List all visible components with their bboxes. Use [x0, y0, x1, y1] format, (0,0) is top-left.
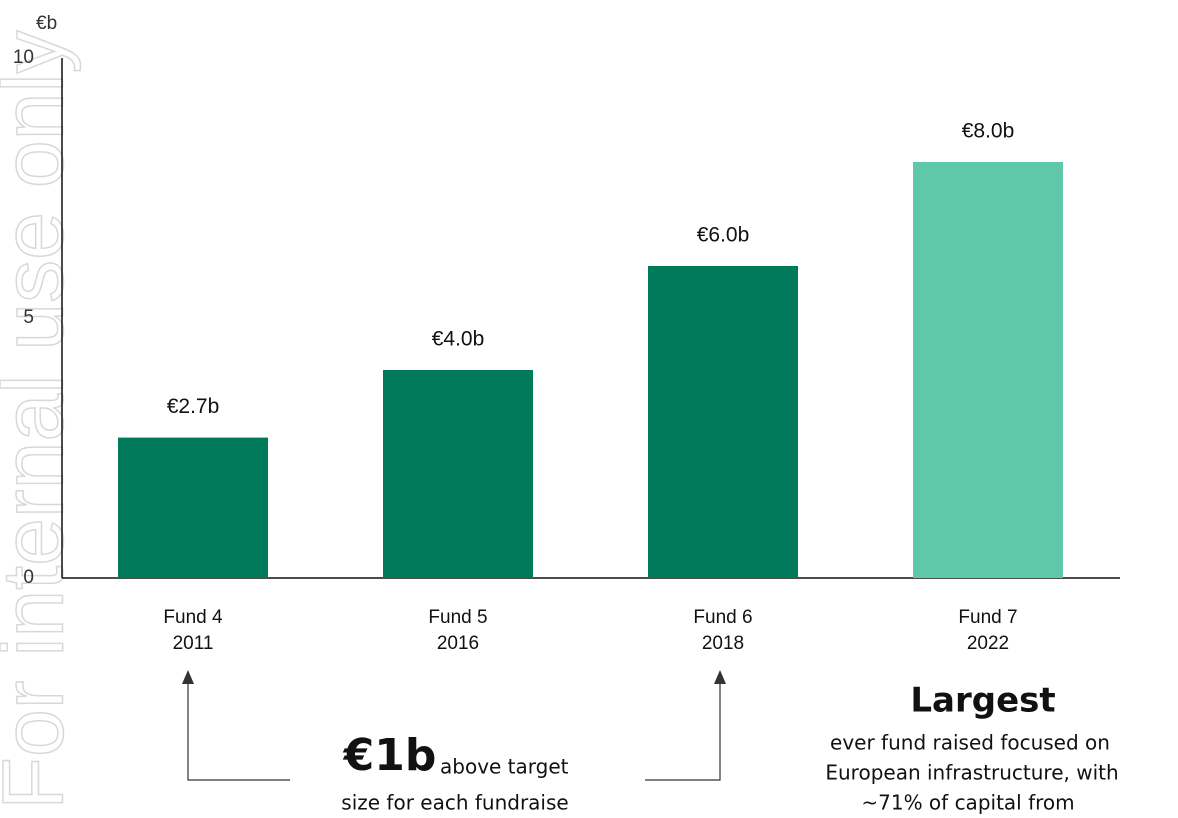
arrow [645, 682, 721, 781]
watermark: For internal use only [0, 30, 82, 809]
y-tick-label: 5 [23, 307, 34, 328]
value-label: €4.0b [432, 328, 485, 351]
value-label: €6.0b [697, 224, 750, 247]
value-label: €8.0b [962, 120, 1015, 143]
annotation-text: ~71% of capital from [861, 791, 1074, 815]
x-tick-label: 2011 [173, 633, 214, 654]
x-tick-label: Fund 5 [428, 607, 487, 628]
bar [383, 370, 533, 578]
annotation-text: European infrastructure, with [825, 761, 1118, 785]
annotation-text: ever fund raised focused on [830, 731, 1110, 755]
bar [118, 437, 268, 578]
bar [648, 266, 798, 578]
annotation-text: size for each fundraise [341, 791, 568, 815]
x-tick-label: Fund 6 [693, 607, 752, 628]
x-tick-label: Fund 7 [958, 607, 1017, 628]
x-tick-label: Fund 4 [163, 607, 223, 628]
x-tick-label: 2022 [967, 633, 1009, 654]
bar [913, 162, 1063, 578]
arrow-head [714, 670, 726, 684]
x-tick-label: 2016 [437, 633, 479, 654]
y-tick-label: 0 [23, 567, 34, 588]
annotation-big: €1b [343, 730, 437, 781]
x-tick-label: 2018 [702, 633, 744, 654]
y-tick-label: 10 [13, 47, 34, 68]
annotation-big: Largest [910, 681, 1055, 721]
annotation-text: above target [440, 755, 569, 779]
arrow-head [182, 670, 194, 684]
y-axis-unit: €b [36, 13, 57, 34]
value-label: €2.7b [167, 395, 220, 418]
arrow [187, 682, 290, 781]
